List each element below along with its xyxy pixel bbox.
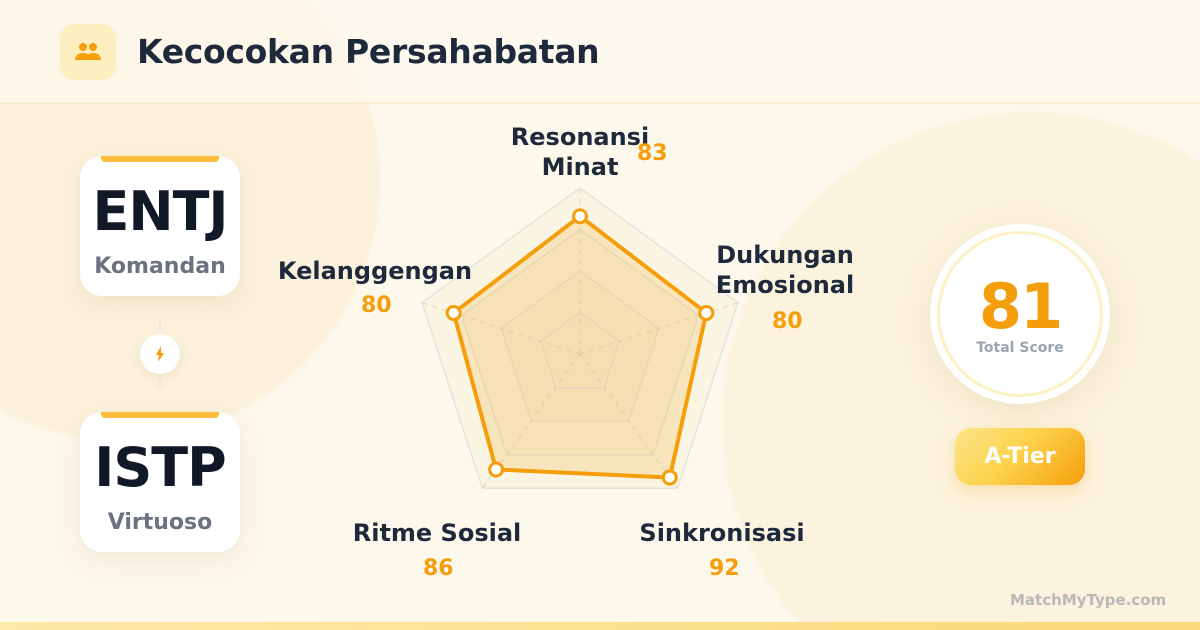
connector-line [159,378,161,388]
axis-label-line: Resonansi [510,123,650,151]
value-label: 80 [772,309,803,334]
axis-label-line: Dukungan [716,241,854,269]
axis-label-ritme-sosial: Ritme Sosial [352,519,522,547]
card-accent-bar [101,156,219,162]
axis-label-line: Minat [541,153,619,181]
total-score-circle: 81 Total Score [930,224,1110,404]
lightning-bolt-icon [140,334,180,374]
axis-label-line: Emosional [715,271,855,299]
radar-data-point [488,461,505,478]
type-card-istp: ISTP Virtuoso [80,412,240,552]
brand-watermark: MatchMyType.com [1010,591,1167,609]
tier-badge: A-Tier [955,428,1085,485]
axis-label-dukungan-emosional: Dukungan Emosional [700,240,870,300]
connector-line [159,320,161,330]
axis-label-sinkronisasi: Sinkronisasi [639,519,805,547]
card-accent-bar [101,412,219,418]
header: Kecocokan Persahabatan [0,0,1200,104]
radar-axis-line [421,302,581,355]
radar-axis-line [482,353,581,489]
users-icon [60,24,116,80]
axis-label-resonansi-minat: Resonansi Minat [480,122,680,182]
type-card-entj: ENTJ Komandan [80,156,240,296]
type-nickname: Komandan [94,254,226,279]
radar-data-point [572,208,588,225]
type-code: ISTP [94,436,226,499]
value-label: 80 [361,293,392,318]
radar-grid-ring [421,187,739,490]
page-title: Kecocokan Persahabatan [137,32,600,71]
radar-data-point [661,469,678,486]
bottom-accent-bar [0,622,1200,630]
radar-axis-line [579,302,739,355]
axis-label-kelanggengan: Kelanggengan [277,257,473,285]
type-code: ENTJ [92,180,228,243]
value-label: 92 [709,556,740,581]
total-score-value: 81 [978,270,1063,343]
radar-data-point [445,304,462,321]
value-label: 86 [423,556,454,581]
total-score-label: Total Score [976,340,1064,356]
value-label: 83 [637,141,668,166]
radar-axis-line [579,353,678,489]
radar-data-point [698,304,715,321]
type-nickname: Virtuoso [107,510,213,535]
radar-series-area [451,214,709,480]
radar-grid-ring [500,270,660,422]
score-ring: 81 Total Score [937,231,1103,397]
